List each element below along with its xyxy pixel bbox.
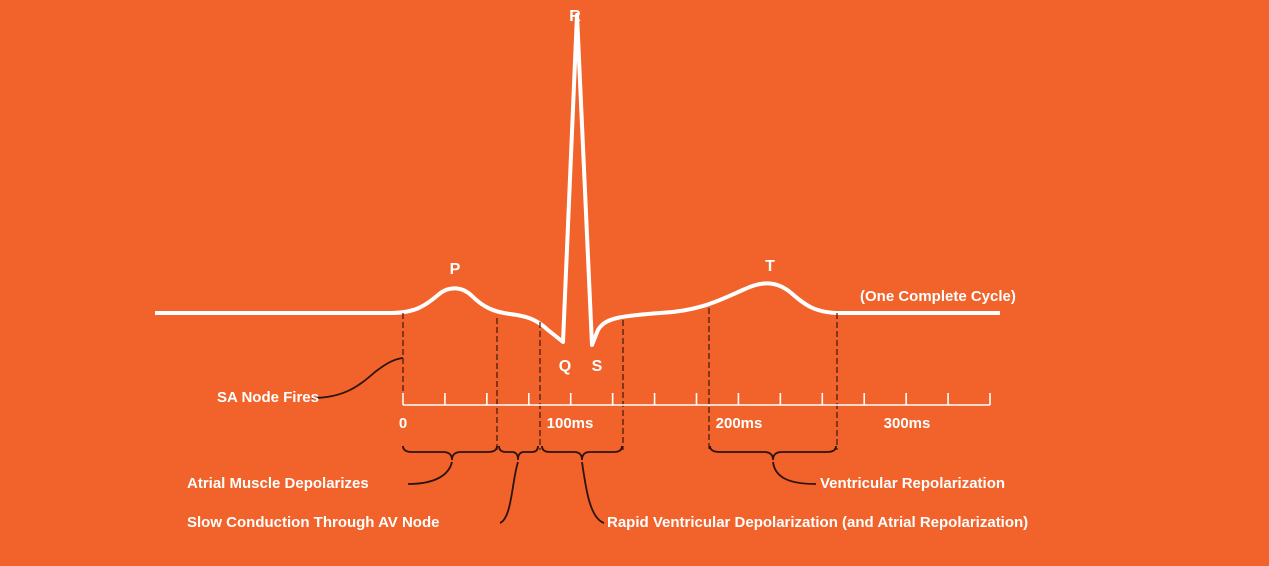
annotation: Rapid Ventricular Depolarization (and At… xyxy=(607,514,1028,531)
leader-line xyxy=(772,461,817,485)
annotation: Slow Conduction Through AV Node xyxy=(187,514,439,531)
leader-line xyxy=(499,461,519,524)
brace xyxy=(402,445,498,461)
wave-label: S xyxy=(592,358,603,375)
cycle-label: (One Complete Cycle) xyxy=(860,288,1016,305)
wave-label: R xyxy=(569,8,581,25)
brace xyxy=(498,445,539,461)
annotation: SA Node Fires xyxy=(217,389,319,406)
leader-line xyxy=(311,357,404,399)
interval-lines xyxy=(402,308,838,450)
axis-label: 0 xyxy=(399,415,407,432)
leader-line xyxy=(407,461,453,485)
brace xyxy=(541,445,623,461)
brace xyxy=(709,445,837,461)
axis-label: 200ms xyxy=(716,415,763,432)
wave-label: P xyxy=(450,261,461,278)
time-axis xyxy=(402,393,991,406)
annotation: Atrial Muscle Depolarizes xyxy=(187,475,369,492)
annotation: Ventricular Repolarization xyxy=(820,475,1005,492)
wave-label: T xyxy=(765,258,775,275)
ecg-trace xyxy=(155,13,1000,347)
leader-line xyxy=(581,461,605,524)
axis-label: 300ms xyxy=(884,415,931,432)
axis-label: 100ms xyxy=(547,415,594,432)
wave-label: Q xyxy=(559,358,571,375)
